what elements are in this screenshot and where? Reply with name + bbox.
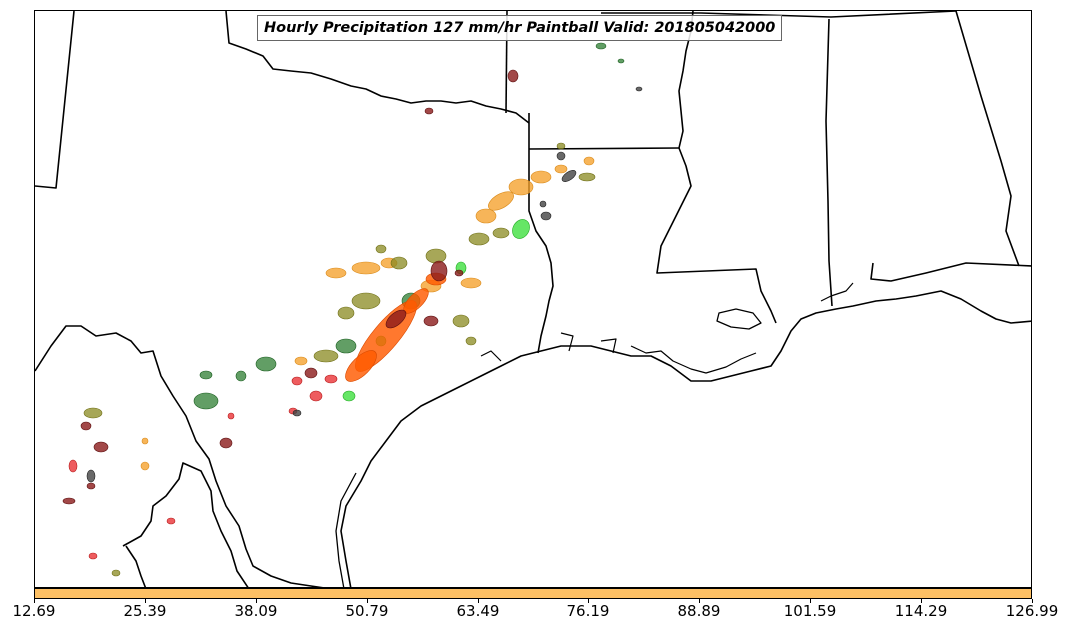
boundary-mexico-states-2 (125, 545, 147, 587)
cells-olive (83, 142, 596, 577)
coastline-islands (335, 472, 357, 587)
colorbar-tick-mark (256, 599, 257, 603)
precipitation-cells (62, 42, 643, 577)
boundary-mexico-states-1 (122, 462, 249, 587)
colorbar-tick-label: 63.49 (456, 602, 500, 620)
boundary-fl-panhandle (870, 262, 1031, 282)
colorbar-tick-label: 12.69 (12, 602, 56, 620)
colorbar-tick-mark (367, 599, 368, 603)
map-frame (34, 10, 1032, 588)
boundary-ar-la-tx (528, 113, 554, 354)
cells-gray (86, 86, 643, 483)
colorbar-tick-mark (810, 599, 811, 603)
colorbar-tick-mark (145, 599, 146, 603)
colorbar-tick-label: 88.89 (677, 602, 721, 620)
coastline-la-marsh (630, 345, 757, 374)
boundary-red-river (225, 11, 530, 124)
colorbar-tick-mark (1032, 599, 1033, 603)
cells-dark-green (193, 42, 625, 410)
colorbar-tick-label: 101.59 (783, 602, 837, 620)
colorbar-tick-label: 50.79 (345, 602, 389, 620)
colorbar-tick-mark (34, 599, 35, 603)
colorbar-tick-mark (699, 599, 700, 603)
colorbar-tick-mark (478, 599, 479, 603)
colorbar (34, 588, 1032, 599)
coastline-bays (480, 282, 854, 362)
cells-red (68, 374, 338, 560)
precipitation-map (35, 11, 1031, 587)
state-boundaries (35, 11, 1031, 587)
coastline-texas (340, 290, 1031, 587)
colorbar-tick-label: 38.09 (234, 602, 278, 620)
colorbar-tick-mark (588, 599, 589, 603)
boundary-al-ga (955, 11, 1020, 267)
boundary-ar-la (528, 147, 680, 150)
colorbar-tick-mark (921, 599, 922, 603)
cells-dark-red (62, 69, 519, 505)
lake-pontchartrain (716, 308, 762, 330)
colorbar-tick-label: 76.19 (566, 602, 610, 620)
boundary-ms-al (825, 18, 833, 307)
boundary-nm-tx (35, 11, 75, 189)
colorbar-tick-label: 25.39 (123, 602, 167, 620)
colorbar-tick-label: 126.99 (1005, 602, 1059, 620)
boundary-rio-grande (35, 325, 324, 587)
map-title: Hourly Precipitation 127 mm/hr Paintball… (257, 15, 783, 41)
boundary-ms-river (656, 11, 777, 324)
colorbar-tick-label: 114.29 (894, 602, 948, 620)
cells-orange (140, 156, 595, 471)
